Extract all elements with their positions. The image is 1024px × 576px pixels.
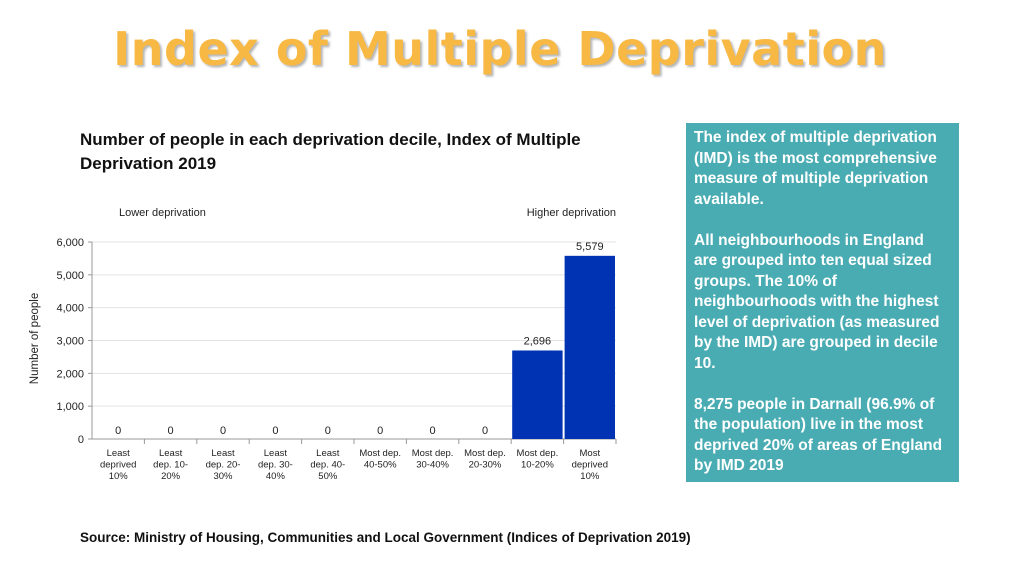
y-tick-label: 5,000 <box>56 270 84 282</box>
page-title: Index of Multiple Deprivation <box>113 22 887 76</box>
y-tick-label: 6,000 <box>56 237 84 249</box>
x-tick-label: Least dep. 30-40% <box>258 448 293 482</box>
x-tick-label: Least dep. 40-50% <box>310 448 345 482</box>
data-label: 0 <box>220 425 226 437</box>
x-tick-label: Most dep. 20-30% <box>464 448 506 471</box>
y-tick-label: 1,000 <box>56 401 84 413</box>
y-tick-label: 0 <box>78 434 84 446</box>
data-label: 0 <box>115 425 121 437</box>
annotation-higher-deprivation: Higher deprivation <box>527 207 616 219</box>
info-panel: The index of multiple deprivation (IMD) … <box>686 123 959 482</box>
x-tick-label: Most dep. 10-20% <box>517 448 559 471</box>
x-tick-label: Most dep. 40-50% <box>359 448 401 471</box>
y-tick-label: 3,000 <box>56 336 84 348</box>
x-tick-label: Most deprived 10% <box>572 448 608 482</box>
y-tick-label: 4,000 <box>56 303 84 315</box>
data-label: 0 <box>482 425 488 437</box>
data-label: 0 <box>168 425 174 437</box>
chart-title: Number of people in each deprivation dec… <box>80 130 581 173</box>
panel-paragraph-deciles: All neighbourhoods in England are groupe… <box>694 231 940 372</box>
bar <box>512 350 563 439</box>
panel-paragraph-imd: The index of multiple deprivation (IMD) … <box>694 129 937 208</box>
data-label: 5,579 <box>576 241 604 253</box>
x-tick-label: Least dep. 10-20% <box>153 448 188 482</box>
data-label: 0 <box>377 425 383 437</box>
panel-paragraph-darnall: 8,275 people in Darnall (96.9% of the po… <box>694 395 943 475</box>
bar-chart: 0 1,000 2,000 3,000 4,000 5,000 6,000 Number of… <box>29 207 617 482</box>
bar <box>564 255 615 439</box>
y-axis-label: Number of people <box>29 293 41 384</box>
source-note: Source: Ministry of Housing, Communities… <box>80 530 691 545</box>
data-label: 0 <box>430 425 436 437</box>
x-tick-label: Least dep. 20-30% <box>206 448 241 482</box>
x-tick-label: Most dep. 30-40% <box>412 448 454 471</box>
data-label: 0 <box>325 425 331 437</box>
data-label: 0 <box>272 425 278 437</box>
x-tick-label: Least deprived 10% <box>100 448 136 482</box>
y-tick-label: 2,000 <box>56 368 84 380</box>
data-label: 2,696 <box>524 335 552 347</box>
annotation-lower-deprivation: Lower deprivation <box>119 207 206 219</box>
